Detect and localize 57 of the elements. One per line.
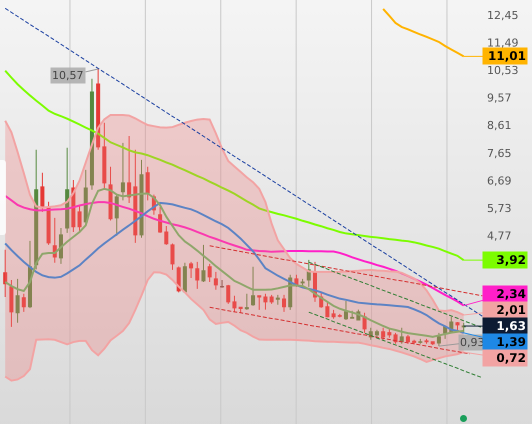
text: 10,57 <box>52 69 84 82</box>
candlestick <box>3 249 8 298</box>
candlestick <box>387 328 392 338</box>
candlestick <box>412 339 416 345</box>
candlestick <box>158 206 162 234</box>
y-tick-label: 10,53 <box>487 64 518 77</box>
text: 1,63 <box>496 319 526 333</box>
candlestick <box>133 149 138 244</box>
data-label: 3,92 <box>496 253 526 267</box>
candlestick <box>238 306 243 314</box>
line-series <box>4 8 483 317</box>
candlestick <box>263 293 268 310</box>
data-label: 2,34 <box>496 287 526 301</box>
candlestick <box>406 334 410 344</box>
candlestick <box>170 242 175 270</box>
y-tick-label: 6,69 <box>487 174 512 188</box>
line-series <box>308 312 483 378</box>
candlestick <box>164 225 168 246</box>
y-tick-label: 11,49 <box>487 36 518 50</box>
candlestick <box>257 294 262 310</box>
candlestick <box>127 135 132 204</box>
candlestick <box>332 309 336 320</box>
y-tick-label: 4,77 <box>487 230 512 243</box>
y-tick-label: 5,73 <box>487 202 512 215</box>
candlestick <box>214 271 218 290</box>
y-tick-label: 12,45 <box>487 8 518 22</box>
candlestick <box>78 204 82 232</box>
candlestick <box>394 332 398 344</box>
candlestick <box>208 263 212 282</box>
candlestick <box>430 340 435 346</box>
y-tick-label: 8,61 <box>487 119 512 132</box>
candlestick <box>462 322 466 334</box>
candlestick <box>381 327 386 340</box>
candlestick <box>102 122 106 190</box>
candlestick <box>226 284 230 304</box>
candlestick <box>270 294 274 304</box>
candlestick <box>9 279 14 328</box>
candlestick <box>96 68 100 150</box>
candlestick <box>189 261 194 278</box>
candlestick <box>232 295 236 312</box>
candlestick <box>46 201 51 246</box>
data-label: 1,39 <box>496 335 526 349</box>
candlestick <box>195 261 200 290</box>
candlestick <box>338 313 342 318</box>
candlestick <box>325 301 330 318</box>
candlestick <box>146 166 150 201</box>
candlestick <box>282 294 286 312</box>
candlestick <box>22 293 26 312</box>
candlestick <box>418 338 422 344</box>
data-label: 11,01 <box>488 49 526 63</box>
data-label: 2,01 <box>496 303 526 317</box>
data-label: 0,72 <box>496 351 526 365</box>
y-tick-label: 9,57 <box>487 92 512 105</box>
candlestick <box>455 321 460 332</box>
candlestick <box>424 338 429 344</box>
line-series <box>209 245 483 296</box>
y-tick-label: 7,65 <box>487 146 512 160</box>
